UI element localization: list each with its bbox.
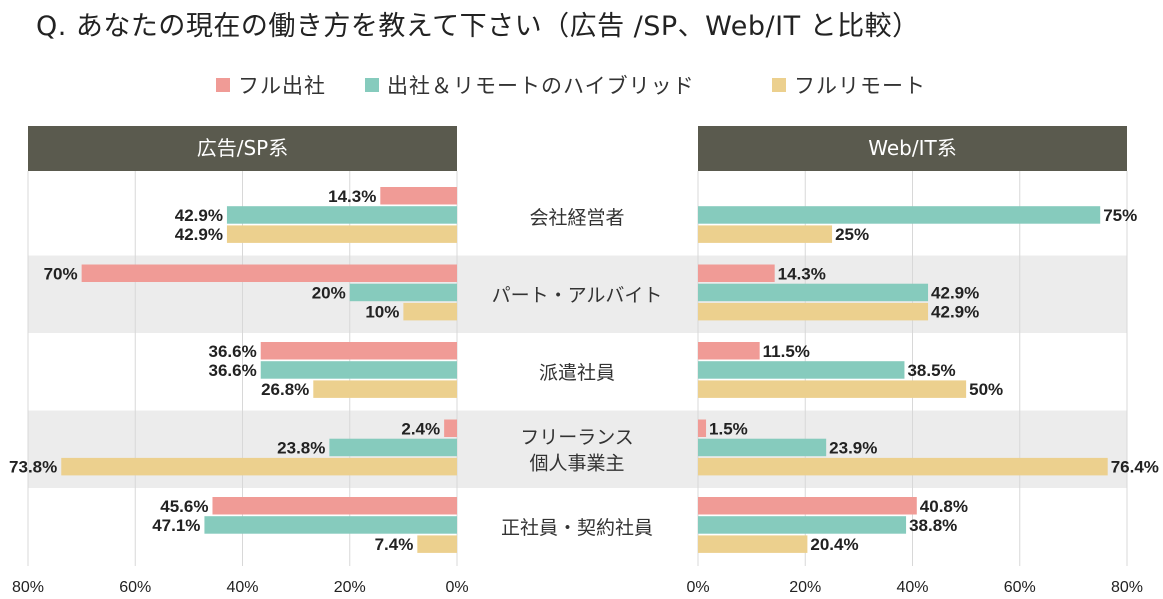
data-label: 14.3% (328, 187, 376, 206)
bar-full-office (698, 497, 917, 515)
bar-full-remote (698, 302, 929, 321)
tick-label: 0% (445, 579, 468, 596)
data-label: 76.4% (1111, 458, 1159, 477)
bar-full-remote (313, 380, 457, 398)
tick-label: 40% (896, 579, 928, 596)
tick-label: 80% (1111, 579, 1143, 596)
data-label: 42.9% (175, 225, 223, 244)
legend-swatch-hybrid (365, 78, 379, 92)
tick-label: 40% (226, 579, 258, 596)
bar-hybrid (698, 516, 907, 534)
legend-label-hybrid: 出社＆リモートのハイブリッド (387, 74, 695, 98)
panel-title: 広告/SP系 (197, 136, 289, 160)
category-label: 派遣社員 (539, 362, 615, 384)
data-label: 26.8% (261, 380, 309, 399)
chart-title: Q. あなたの現在の働き方を教えて下さい（広告 /SP、Web/IT と比較） (36, 11, 920, 42)
legend-item-full-office: フル出社 (216, 70, 326, 100)
data-label: 70% (44, 264, 78, 283)
tick-label: 60% (1004, 579, 1036, 596)
bar-full-remote (226, 225, 457, 243)
tick-label: 20% (334, 579, 366, 596)
data-label: 40.8% (920, 497, 968, 516)
legend-item-hybrid: 出社＆リモートのハイブリッド (365, 70, 695, 100)
bar-full-remote (417, 535, 457, 553)
legend-label-full-remote: フルリモート (794, 74, 926, 98)
data-label: 2.4% (401, 419, 440, 438)
panel-title: Web/IT系 (868, 136, 956, 160)
legend-swatch-full-remote (772, 78, 786, 92)
data-label: 10% (365, 303, 399, 322)
data-label: 23.9% (829, 438, 877, 457)
bar-hybrid (204, 516, 457, 534)
data-label: 36.6% (209, 361, 257, 380)
bar-hybrid (698, 283, 929, 302)
bar-full-remote (403, 302, 457, 321)
bar-full-remote (698, 457, 1108, 476)
bar-full-office (212, 497, 457, 515)
category-label: フリーランス (520, 426, 634, 448)
category-label: 個人事業主 (529, 452, 624, 474)
data-label: 73.8% (9, 458, 57, 477)
tick-label: 60% (119, 579, 151, 596)
data-label: 11.5% (763, 342, 810, 361)
tick-label: 20% (789, 579, 821, 596)
bar-full-office (380, 187, 457, 205)
bar-full-office (698, 342, 760, 360)
data-label: 38.5% (907, 361, 955, 380)
bar-hybrid (698, 361, 905, 379)
category-label: 正社員・契約社員 (501, 517, 653, 539)
panel-header (28, 126, 457, 171)
panel-header (698, 126, 1127, 171)
category-label: パート・アルバイト (492, 284, 663, 306)
bar-full-remote (698, 535, 808, 553)
tick-label: 80% (12, 579, 44, 596)
bar-full-remote (61, 457, 458, 476)
data-label: 47.1% (152, 516, 200, 535)
tick-label: 0% (686, 579, 709, 596)
bar-full-office (81, 264, 457, 282)
bar-full-remote (698, 380, 967, 398)
bar-hybrid (329, 438, 457, 457)
bar-full-office (444, 419, 457, 437)
bar-full-office (698, 264, 775, 282)
bar-full-remote (698, 225, 833, 243)
data-label: 36.6% (209, 342, 257, 361)
data-label: 23.8% (277, 438, 325, 457)
bar-hybrid (698, 438, 827, 457)
data-label: 45.6% (160, 497, 208, 516)
bar-full-office (698, 419, 707, 437)
bar-hybrid (226, 206, 457, 224)
data-label: 42.9% (175, 206, 223, 225)
bar-hybrid (349, 283, 457, 302)
bar-full-office (260, 342, 457, 360)
legend: フル出社 出社＆リモートのハイブリッド フルリモート (0, 70, 1163, 100)
data-label: 20% (312, 283, 346, 302)
legend-item-full-remote: フルリモート (772, 70, 926, 100)
bar-hybrid (260, 361, 457, 379)
data-label: 1.5% (709, 419, 748, 438)
data-label: 20.4% (810, 535, 858, 554)
data-label: 50% (969, 380, 1003, 399)
legend-label-full-office: フル出社 (238, 74, 326, 98)
data-label: 75% (1103, 206, 1137, 225)
category-label: 会社経営者 (529, 207, 624, 229)
data-label: 7.4% (375, 535, 414, 554)
data-label: 25% (835, 225, 869, 244)
data-label: 14.3% (778, 264, 826, 283)
legend-swatch-full-office (216, 78, 230, 92)
bar-hybrid (698, 206, 1101, 224)
data-label: 38.8% (909, 516, 957, 535)
row-band (28, 410, 1127, 488)
data-label: 42.9% (931, 283, 979, 302)
data-label: 42.9% (931, 303, 979, 322)
